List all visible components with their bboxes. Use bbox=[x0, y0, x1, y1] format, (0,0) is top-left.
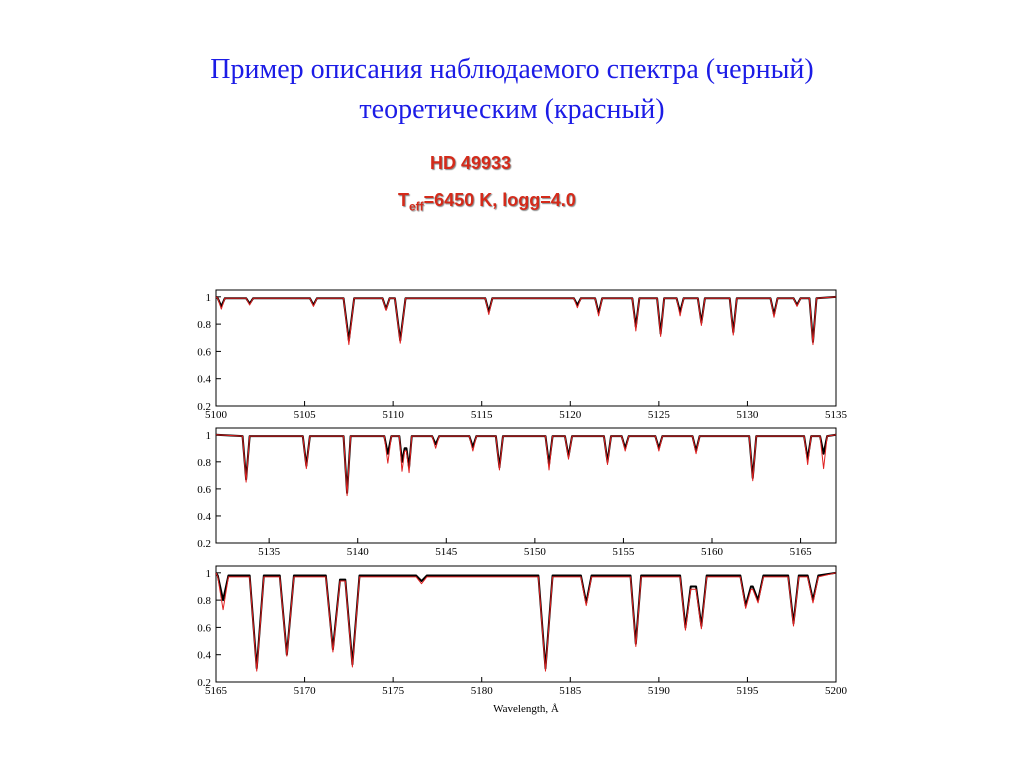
y-tick-label: 0.2 bbox=[197, 401, 211, 413]
x-tick-label: 5150 bbox=[524, 546, 547, 558]
y-tick-label: 0.8 bbox=[197, 457, 211, 469]
x-tick-label: 5180 bbox=[471, 685, 494, 697]
spectrum-line bbox=[215, 434, 837, 497]
x-tick-label: 5130 bbox=[736, 409, 759, 421]
plot-frame bbox=[215, 427, 837, 544]
y-tick-label: 0.4 bbox=[197, 511, 211, 523]
y-tick-label: 0.6 bbox=[197, 346, 211, 358]
x-axis-label: Wavelength, Å bbox=[493, 703, 559, 715]
slide-title: Пример описания наблюдаемого спектра (че… bbox=[210, 54, 814, 125]
param-values: =6450 K, logg=4.0 bbox=[423, 190, 576, 210]
y-tick-label: 0.8 bbox=[197, 319, 211, 331]
x-tick-label: 5140 bbox=[347, 546, 370, 558]
x-tick-label: 5155 bbox=[612, 546, 635, 558]
param-subscript: eff bbox=[409, 199, 424, 214]
x-tick-label: 5200 bbox=[825, 685, 848, 697]
x-tick-label: 5165 bbox=[205, 685, 228, 697]
y-tick-label: 1 bbox=[206, 430, 212, 442]
spectrum-line bbox=[215, 572, 837, 672]
y-tick-label: 0.2 bbox=[197, 677, 211, 689]
x-tick-label: 5175 bbox=[382, 685, 405, 697]
y-tick-label: 0.8 bbox=[197, 595, 211, 607]
y-tick-label: 0.2 bbox=[197, 538, 211, 550]
x-tick-label: 5145 bbox=[435, 546, 458, 558]
param-symbol: T bbox=[398, 190, 409, 210]
spectrum-line bbox=[215, 296, 837, 346]
parameters: Teff=6450 K, logg=4.0 bbox=[398, 190, 576, 214]
x-tick-label: 5195 bbox=[736, 685, 759, 697]
y-tick-label: 1 bbox=[206, 292, 212, 304]
x-tick-label: 5170 bbox=[294, 685, 317, 697]
x-tick-label: 5100 bbox=[205, 409, 228, 421]
plot-frame bbox=[215, 289, 837, 407]
x-tick-label: 5190 bbox=[648, 685, 671, 697]
x-tick-label: 5105 bbox=[294, 409, 317, 421]
spectrum-line bbox=[215, 571, 837, 670]
x-tick-label: 5110 bbox=[382, 409, 404, 421]
y-tick-label: 0.6 bbox=[197, 484, 211, 496]
y-tick-label: 1 bbox=[206, 568, 212, 580]
plot-frame bbox=[215, 565, 837, 683]
x-tick-label: 5185 bbox=[559, 685, 582, 697]
y-tick-label: 0.4 bbox=[197, 374, 211, 386]
x-tick-label: 5125 bbox=[648, 409, 671, 421]
x-tick-label: 5160 bbox=[701, 546, 724, 558]
x-tick-label: 5120 bbox=[559, 409, 582, 421]
x-tick-label: 5135 bbox=[825, 409, 848, 421]
x-tick-label: 5165 bbox=[790, 546, 813, 558]
x-tick-label: 5115 bbox=[471, 409, 493, 421]
y-tick-label: 0.6 bbox=[197, 622, 211, 634]
spectrum-line bbox=[215, 295, 837, 343]
x-tick-label: 5135 bbox=[258, 546, 281, 558]
object-name: HD 49933 bbox=[430, 153, 512, 173]
y-tick-label: 0.4 bbox=[197, 650, 211, 662]
